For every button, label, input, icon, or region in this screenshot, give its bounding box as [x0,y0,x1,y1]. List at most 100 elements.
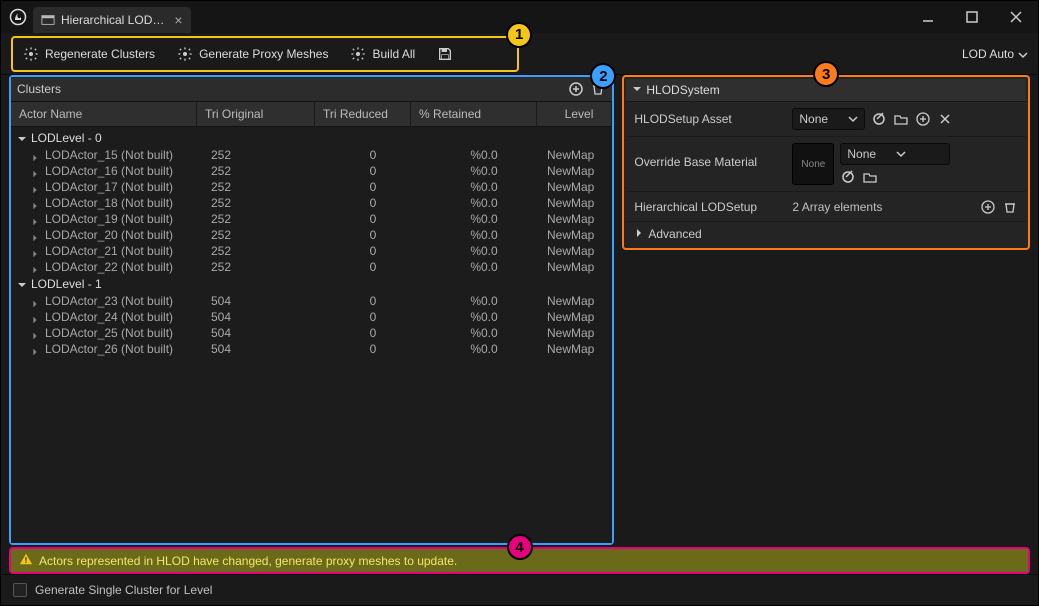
chevron-down-icon [1018,49,1028,59]
tri-original: 252 [207,228,325,242]
tri-original: 252 [207,196,325,210]
tri-original: 252 [207,148,325,162]
maximize-button[interactable] [950,1,994,33]
level-name: NewMap [547,164,612,178]
lod-actor-row[interactable]: LODActor_17 (Not built)2520%0.0NewMap [11,179,612,195]
override-material-dropdown[interactable]: None [840,143,950,165]
tri-reduced: 0 [325,164,421,178]
warning-text: Actors represented in HLOD have changed,… [39,554,457,568]
browse-icon[interactable] [862,169,878,185]
tri-reduced: 0 [325,342,421,356]
percent-retained: %0.0 [421,310,547,324]
col-actor-name[interactable]: Actor Name [11,102,197,126]
level-name: NewMap [547,310,612,324]
generate-proxy-button[interactable]: Generate Proxy Meshes [173,44,332,64]
build-all-button[interactable]: Build All [346,44,419,64]
chevron-down-icon [848,114,858,124]
window-tab[interactable]: Hierarchical LOD… × [33,7,191,33]
percent-retained: %0.0 [421,212,547,226]
gear-icon [23,46,39,62]
lod-actor-row[interactable]: LODActor_16 (Not built)2520%0.0NewMap [11,163,612,179]
lod-actor-row[interactable]: LODActor_21 (Not built)2520%0.0NewMap [11,243,612,259]
lod-actor-row[interactable]: LODActor_19 (Not built)2520%0.0NewMap [11,211,612,227]
lod-actor-row[interactable]: LODActor_20 (Not built)2520%0.0NewMap [11,227,612,243]
lod-actor-row[interactable]: LODActor_18 (Not built)2520%0.0NewMap [11,195,612,211]
use-selected-icon[interactable] [840,169,856,185]
caret-down-icon [17,279,27,289]
caret-right-icon [31,231,39,239]
col-tri-original[interactable]: Tri Original [197,102,315,126]
lod-actor-row[interactable]: LODActor_24 (Not built)5040%0.0NewMap [11,309,612,325]
hlod-setup-asset-row: HLODSetup Asset None [626,101,1026,136]
warning-icon [19,552,33,569]
callout-badge-3: 3 [813,61,839,87]
add-icon[interactable] [915,111,931,127]
generate-single-cluster-checkbox[interactable] [13,583,27,597]
col-retained[interactable]: % Retained [411,102,537,126]
tri-original: 504 [207,326,325,340]
actor-name: LODActor_22 (Not built) [45,260,207,274]
gen-proxy-label: Generate Proxy Meshes [199,47,328,61]
gear-icon [177,46,193,62]
advanced-row[interactable]: Advanced [626,221,1026,246]
level-name: NewMap [547,326,612,340]
actor-name: LODActor_24 (Not built) [45,310,207,324]
hlod-section-title: HLODSystem [646,83,719,97]
actor-name: LODActor_20 (Not built) [45,228,207,242]
advanced-label: Advanced [648,227,701,241]
lod-group-row[interactable]: LODLevel - 1 [11,275,612,293]
lod-actor-row[interactable]: LODActor_22 (Not built)2520%0.0NewMap [11,259,612,275]
use-selected-icon[interactable] [871,111,887,127]
close-button[interactable] [994,1,1038,33]
tab-title: Hierarchical LOD… [61,13,164,27]
hlod-setup-asset-label: HLODSetup Asset [634,112,784,126]
add-array-element-icon[interactable] [980,199,996,215]
caret-down-icon [17,133,27,143]
regenerate-clusters-button[interactable]: Regenerate Clusters [19,44,159,64]
clear-array-icon[interactable] [1002,199,1018,215]
callout-badge-2: 2 [590,63,616,89]
lod-actor-row[interactable]: LODActor_25 (Not built)5040%0.0NewMap [11,325,612,341]
clear-icon[interactable] [937,111,953,127]
generate-single-cluster-label: Generate Single Cluster for Level [35,583,212,597]
material-thumbnail[interactable]: None [792,143,834,185]
properties-panel: 3 HLODSystem HLODSetup Asset None [622,75,1030,545]
actor-name: LODActor_19 (Not built) [45,212,207,226]
actor-name: LODActor_26 (Not built) [45,342,207,356]
lod-group-row[interactable]: LODLevel - 0 [11,129,612,147]
save-button[interactable] [433,44,457,64]
percent-retained: %0.0 [421,294,547,308]
build-all-label: Build All [372,47,415,61]
level-name: NewMap [547,196,612,210]
callout-badge-1: 1 [506,22,532,48]
percent-retained: %0.0 [421,164,547,178]
lod-actor-row[interactable]: LODActor_23 (Not built)5040%0.0NewMap [11,293,612,309]
lod-actor-row[interactable]: LODActor_26 (Not built)5040%0.0NewMap [11,341,612,357]
col-tri-reduced[interactable]: Tri Reduced [315,102,411,126]
level-name: NewMap [547,244,612,258]
tri-reduced: 0 [325,148,421,162]
browse-icon[interactable] [893,111,909,127]
tri-original: 252 [207,164,325,178]
regenerate-label: Regenerate Clusters [45,47,155,61]
tri-reduced: 0 [325,228,421,242]
caret-right-icon [31,329,39,337]
chevron-down-icon [896,149,906,159]
clusters-title: Clusters [17,82,61,96]
tri-reduced: 0 [325,326,421,340]
add-cluster-icon[interactable] [568,81,584,97]
col-level[interactable]: Level [537,102,612,126]
hlod-setup-asset-dropdown[interactable]: None [792,108,865,130]
tri-original: 252 [207,180,325,194]
tri-reduced: 0 [325,310,421,324]
minimize-button[interactable] [906,1,950,33]
tri-original: 252 [207,260,325,274]
tri-reduced: 0 [325,294,421,308]
tab-close-icon[interactable]: × [174,12,182,28]
hierarchical-lodsetup-value: 2 Array elements [792,200,974,214]
actor-name: LODActor_21 (Not built) [45,244,207,258]
percent-retained: %0.0 [421,260,547,274]
lod-mode-dropdown[interactable]: LOD Auto [962,47,1028,61]
lod-actor-row[interactable]: LODActor_15 (Not built)2520%0.0NewMap [11,147,612,163]
percent-retained: %0.0 [421,228,547,242]
